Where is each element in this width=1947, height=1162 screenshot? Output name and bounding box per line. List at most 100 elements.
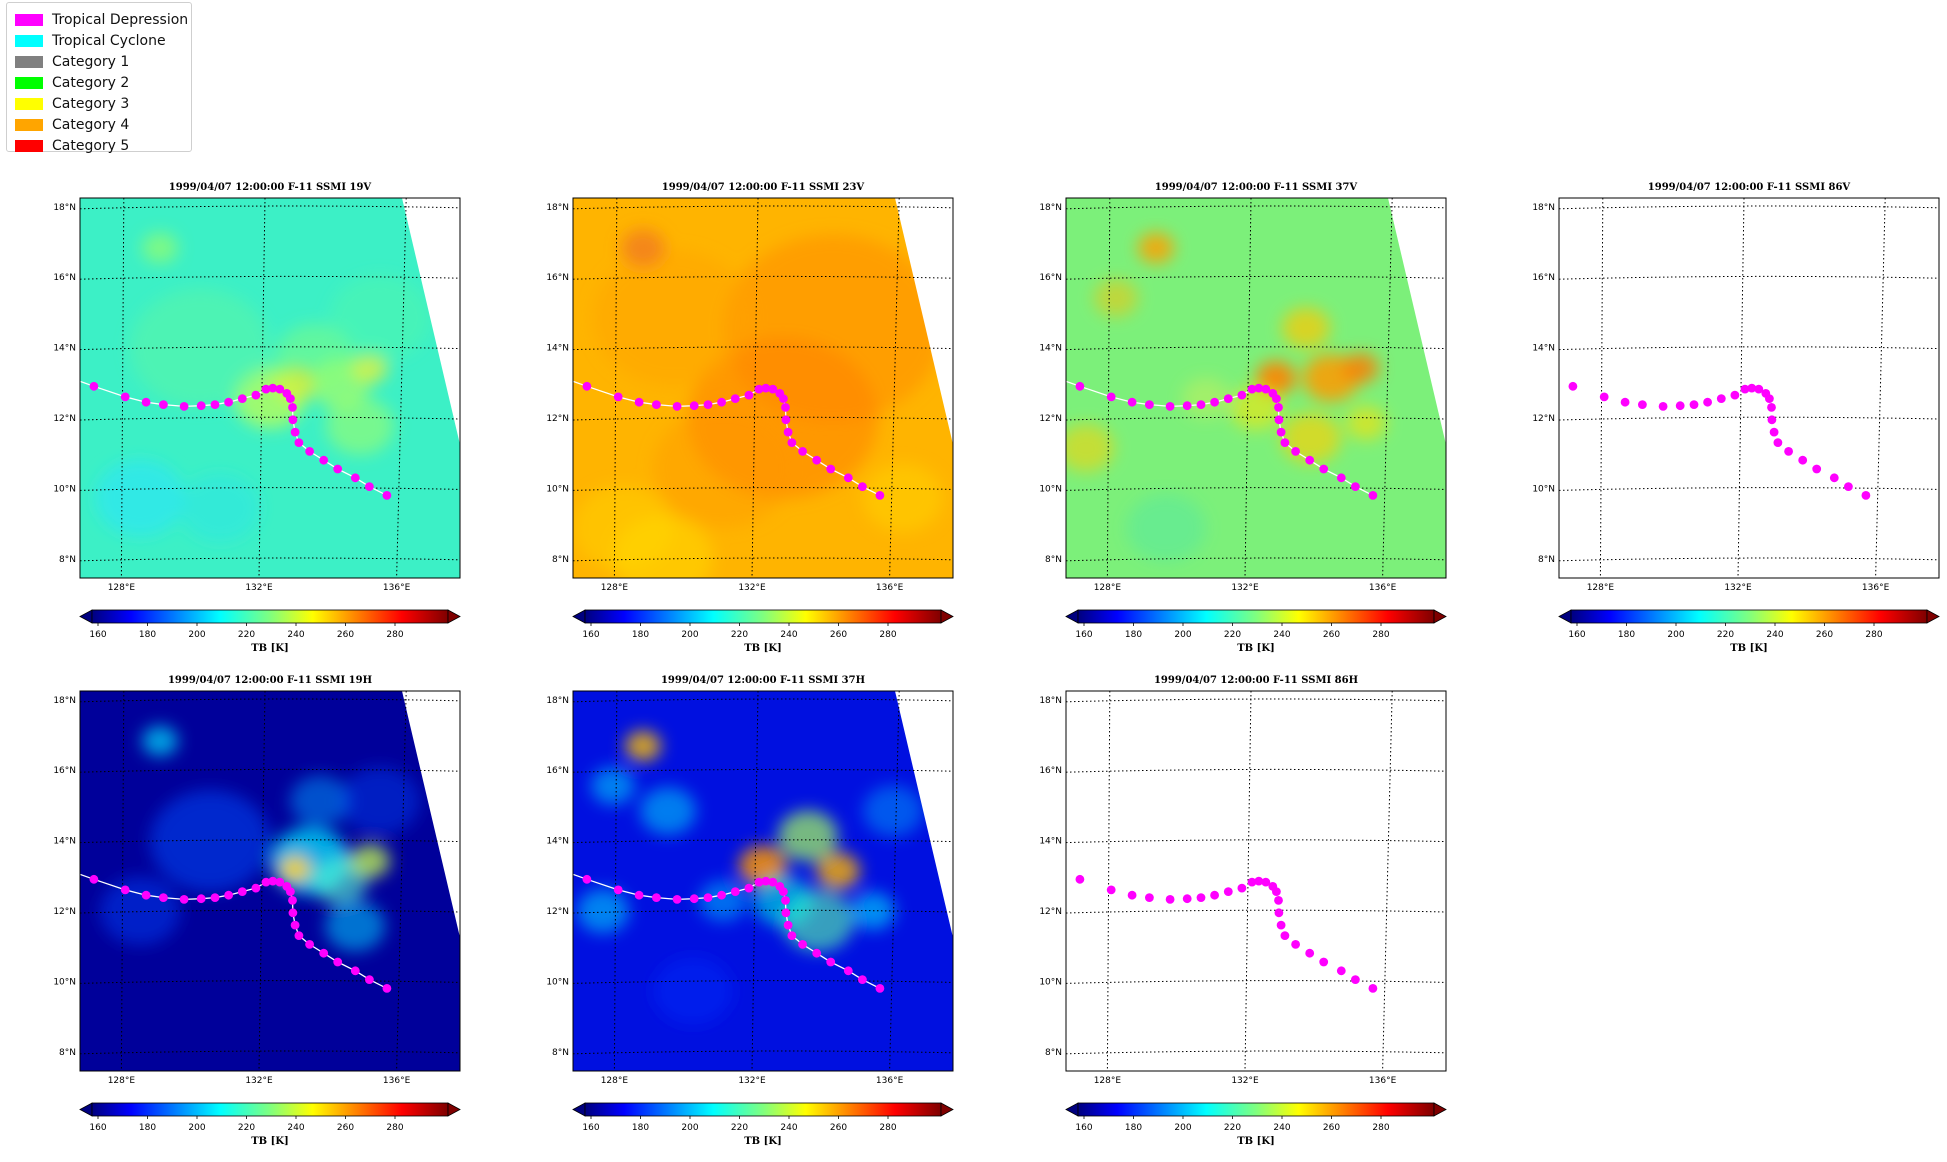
track-point bbox=[783, 427, 793, 437]
lon-label: 136°E bbox=[383, 583, 411, 593]
legend-item: Category 1 bbox=[15, 51, 191, 72]
colorbar-tick: 200 bbox=[188, 630, 205, 640]
track-point bbox=[1784, 447, 1793, 456]
legend-label: Tropical Depression bbox=[52, 11, 189, 28]
lon-label: 136°E bbox=[1369, 1076, 1397, 1086]
lon-label: 128°E bbox=[108, 1076, 136, 1086]
panel-title: 1999/04/07 12:00:00 F-11 SSMI 19H bbox=[168, 675, 372, 686]
track-point bbox=[1075, 381, 1085, 391]
track-point bbox=[1767, 403, 1776, 412]
legend-swatch bbox=[15, 34, 43, 47]
track-point bbox=[1261, 384, 1271, 394]
track-point bbox=[159, 400, 168, 409]
track-point bbox=[288, 415, 298, 425]
map-panel: 1999/04/07 12:00:00 F-11 SSMI 37V 18°N 16°… bbox=[1039, 182, 1447, 654]
track-point bbox=[196, 894, 206, 904]
lat-label: 12°N bbox=[1039, 907, 1062, 917]
track-point bbox=[798, 447, 807, 456]
legend-swatch bbox=[15, 13, 43, 26]
track-point bbox=[1765, 394, 1774, 403]
track-point bbox=[689, 401, 699, 411]
storm-category-legend: Tropical Depression Tropical Cyclone Categ… bbox=[6, 2, 192, 154]
lon-label: 132°E bbox=[1231, 583, 1259, 593]
track-point bbox=[120, 392, 130, 402]
track-point bbox=[224, 397, 234, 407]
track-point bbox=[717, 890, 726, 900]
track-point bbox=[744, 883, 754, 893]
colorbar-tick: 200 bbox=[1174, 630, 1191, 640]
lat-label: 14°N bbox=[546, 344, 569, 354]
colorbar-tick: 280 bbox=[386, 1123, 403, 1133]
track-point bbox=[761, 876, 771, 886]
lon-label: 128°E bbox=[1587, 583, 1615, 593]
colorbar-tick: 260 bbox=[1323, 630, 1340, 640]
track-point bbox=[275, 877, 285, 887]
colorbar: 160 180 200 220 240 260 280 TB [K] bbox=[79, 609, 461, 654]
legend-label: Category 1 bbox=[52, 53, 130, 70]
colorbar-tick: 160 bbox=[89, 1123, 106, 1133]
track-point bbox=[382, 984, 392, 993]
map-panel: 1999/04/07 12:00:00 F-11 SSMI 23V 18°N 16°… bbox=[546, 182, 954, 654]
track-point bbox=[261, 877, 271, 887]
lat-label: 12°N bbox=[1039, 414, 1062, 424]
track-point bbox=[1305, 455, 1315, 465]
track-point bbox=[1223, 887, 1233, 896]
track-point bbox=[89, 381, 99, 391]
lat-label: 14°N bbox=[53, 344, 76, 354]
lat-label: 12°N bbox=[53, 414, 76, 424]
track-point bbox=[294, 438, 304, 447]
track-point bbox=[1368, 984, 1378, 993]
track-point bbox=[1276, 427, 1286, 437]
legend-label: Category 4 bbox=[52, 116, 130, 133]
track-point bbox=[1165, 402, 1175, 411]
track-point bbox=[141, 397, 151, 407]
colorbar-tick: 160 bbox=[1075, 1123, 1092, 1133]
track-point bbox=[582, 381, 592, 391]
track-point bbox=[1689, 400, 1699, 409]
track-point bbox=[754, 384, 764, 394]
lat-label: 14°N bbox=[1039, 344, 1062, 354]
colorbar: 160 180 200 220 240 260 280 TB [K] bbox=[1065, 1102, 1447, 1147]
lon-label: 128°E bbox=[601, 583, 629, 593]
track-point bbox=[1274, 415, 1284, 425]
map-panel: 1999/04/07 12:00:00 F-11 SSMI 86V 18°N 16°… bbox=[1532, 182, 1940, 654]
legend-item: Tropical Cyclone bbox=[15, 30, 191, 51]
track-point bbox=[319, 455, 329, 465]
track-point bbox=[783, 920, 793, 930]
legend-swatch bbox=[15, 118, 43, 131]
colorbar-tick: 200 bbox=[1174, 1123, 1191, 1133]
lon-label: 132°E bbox=[738, 583, 766, 593]
track-point bbox=[1754, 384, 1764, 394]
map-panel: 1999/04/07 12:00:00 F-11 SSMI 86H 18°N 16°… bbox=[1039, 675, 1447, 1147]
track-point bbox=[634, 890, 644, 900]
colorbar-tick: 240 bbox=[1273, 630, 1290, 640]
track-point bbox=[717, 397, 726, 407]
lon-label: 136°E bbox=[383, 1076, 411, 1086]
panel-title: 1999/04/07 12:00:00 F-11 SSMI 86V bbox=[1648, 182, 1851, 193]
panel-title: 1999/04/07 12:00:00 F-11 SSMI 37V bbox=[1155, 182, 1358, 193]
lat-label: 14°N bbox=[1039, 837, 1062, 847]
track-point bbox=[251, 883, 261, 893]
legend-label: Category 2 bbox=[52, 74, 130, 91]
track-point bbox=[333, 464, 343, 474]
track-point bbox=[1305, 948, 1315, 958]
track-point bbox=[1280, 931, 1290, 940]
track-point bbox=[179, 402, 189, 411]
track-point bbox=[744, 390, 754, 400]
lat-label: 12°N bbox=[546, 414, 569, 424]
track-point bbox=[305, 447, 314, 456]
colorbar-tick: 180 bbox=[1125, 630, 1142, 640]
lon-label: 128°E bbox=[1094, 1076, 1122, 1086]
track-point bbox=[1274, 403, 1283, 412]
track-point bbox=[365, 975, 374, 984]
track-point bbox=[268, 876, 278, 886]
lat-label: 18°N bbox=[53, 696, 76, 706]
track-point bbox=[730, 394, 740, 403]
colorbar-tick: 160 bbox=[1075, 630, 1092, 640]
track-point bbox=[875, 491, 885, 500]
lat-label: 10°N bbox=[546, 484, 569, 494]
track-point bbox=[89, 874, 99, 884]
track-point bbox=[613, 392, 623, 402]
lat-label: 14°N bbox=[546, 837, 569, 847]
track-point bbox=[268, 383, 278, 393]
